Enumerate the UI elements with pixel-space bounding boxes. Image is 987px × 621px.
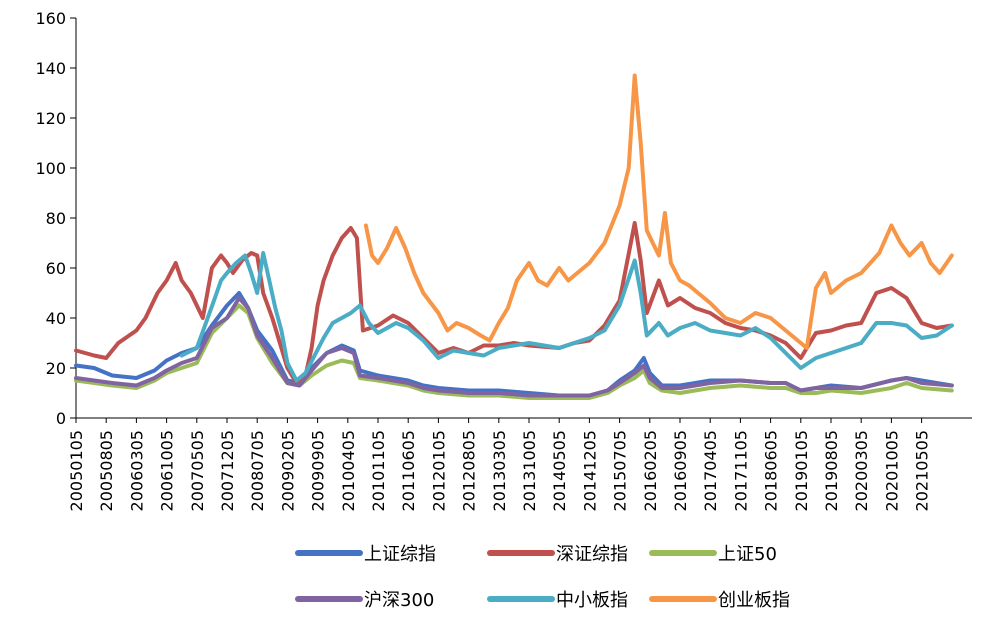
x-tick-label: 20131005: [520, 430, 539, 511]
x-tick-label: 20210505: [913, 430, 932, 511]
x-tick-label: 20190105: [792, 430, 811, 511]
x-tick-label: 20101105: [369, 430, 388, 511]
x-tick-label: 20061005: [158, 430, 177, 511]
legend-label: 沪深300: [364, 590, 434, 611]
legend-label: 上证50: [718, 544, 777, 565]
legend-label: 深证综指: [556, 544, 628, 565]
x-tick-label: 20160905: [671, 430, 690, 511]
series-layer: [74, 73, 954, 400]
y-tick-label: 40: [46, 309, 66, 328]
series-line-3: [74, 303, 954, 400]
series-line-4: [74, 296, 954, 398]
series-line-6: [363, 73, 954, 350]
y-tick-label: 160: [35, 9, 66, 28]
y-tick-label: 100: [35, 159, 66, 178]
x-tick-label: 20100405: [339, 430, 358, 511]
series-line-5: [179, 251, 954, 383]
x-tick-label: 20050805: [97, 430, 116, 511]
x-tick-label: 20060305: [127, 430, 146, 511]
x-tick-label: 20160205: [641, 430, 660, 511]
x-tick-label: 20170405: [701, 430, 720, 511]
x-tick-label: 20201005: [882, 430, 901, 511]
x-tick-label: 20071205: [218, 430, 237, 511]
axes: 0 20 40 60 80 100 120 140 160 20050105 20050805 200…: [35, 9, 972, 511]
x-tick-label: 20150705: [611, 430, 630, 511]
x-tick-label: 20110605: [399, 430, 418, 511]
y-tick-label: 0: [56, 409, 66, 428]
y-tick-label: 140: [35, 59, 66, 78]
y-tick-label: 20: [46, 359, 66, 378]
x-tick-label: 20141205: [580, 430, 599, 511]
y-tick-label: 120: [35, 109, 66, 128]
x-tick-label: 20200305: [852, 430, 871, 511]
x-tick-label: 20070505: [188, 430, 207, 511]
x-tick-label: 20120805: [460, 430, 479, 511]
x-tick-label: 20130305: [490, 430, 509, 511]
x-tick-label: 20190805: [822, 430, 841, 511]
x-tick-label: 20090905: [309, 430, 328, 511]
x-tick-label: 20050105: [67, 430, 86, 511]
x-tick-label: 20171105: [731, 430, 750, 511]
x-tick-label: 20080705: [248, 430, 267, 511]
y-tick-label: 60: [46, 259, 66, 278]
x-tick-label: 20120105: [429, 430, 448, 511]
x-tick-label: 20140505: [550, 430, 569, 511]
legend: 上证综指 深证综指 上证50 沪深300 中小板指 创业板指: [295, 544, 790, 611]
legend-label: 创业板指: [718, 590, 790, 611]
legend-label: 上证综指: [364, 544, 436, 565]
x-tick-label: 20180605: [762, 430, 781, 511]
legend-label: 中小板指: [556, 590, 628, 611]
series-line-2: [74, 221, 954, 385]
x-tick-label: 20090205: [278, 430, 297, 511]
y-tick-label: 80: [46, 209, 66, 228]
